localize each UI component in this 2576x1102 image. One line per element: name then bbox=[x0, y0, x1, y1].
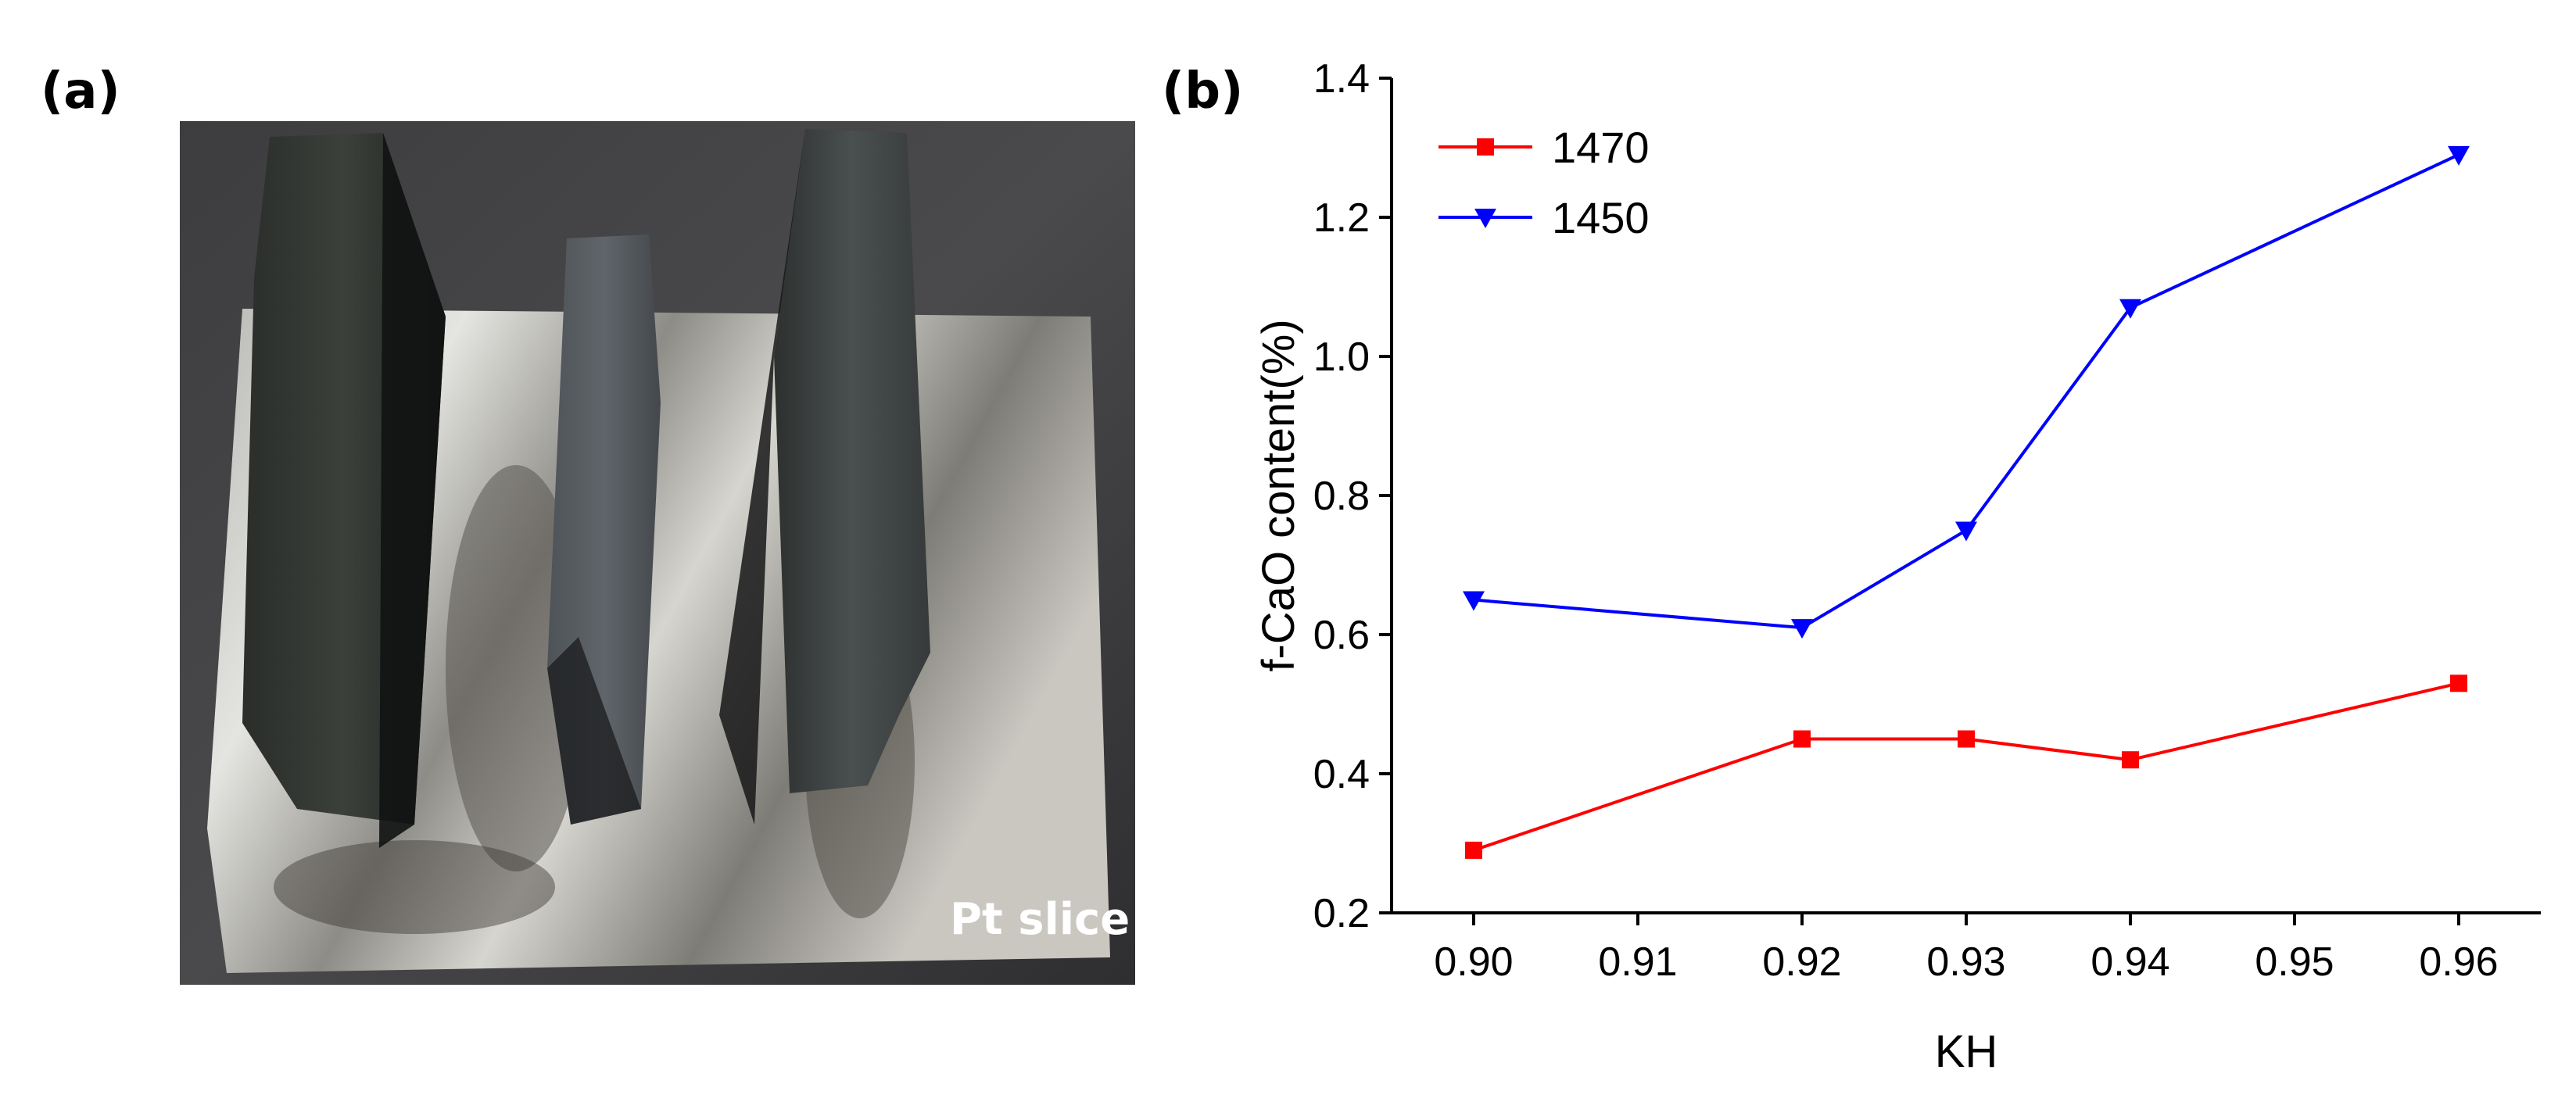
photo-caption: Pt slice bbox=[950, 894, 1130, 945]
y-tick-label: 0.2 bbox=[1313, 891, 1370, 936]
data-point-1450 bbox=[1791, 619, 1813, 639]
y-tick-label: 1.2 bbox=[1313, 195, 1370, 241]
x-tick-label: 0.94 bbox=[2091, 939, 2169, 985]
data-point-1450 bbox=[2448, 145, 2470, 166]
fcao-line-chart: 0.20.40.60.81.01.21.4 0.90 0.91 0.92 0.93 0.… bbox=[1253, 56, 2541, 1077]
x-tick-label: 0.96 bbox=[2419, 939, 2498, 985]
y-tick-label: 1.0 bbox=[1313, 335, 1370, 380]
legend-label-1470: 1470 bbox=[1552, 123, 1650, 172]
data-point-1450 bbox=[2119, 299, 2141, 319]
y-tick-label: 0.8 bbox=[1313, 474, 1370, 519]
x-axis-title: KH bbox=[1935, 1026, 1998, 1077]
y-ticks: 0.2 0.4 0.6 0.8 1.0 1.2 1.4 bbox=[1313, 56, 1392, 936]
data-point-1470 bbox=[1465, 841, 1482, 859]
series-1470 bbox=[1465, 674, 2467, 859]
x-tick-label: 0.95 bbox=[2255, 939, 2334, 985]
legend-marker-1470 bbox=[1477, 138, 1494, 156]
data-point-1450 bbox=[1463, 591, 1485, 611]
data-point-1470 bbox=[1958, 730, 1975, 748]
x-tick-label: 0.92 bbox=[1762, 939, 1841, 985]
legend: 1470 1450 bbox=[1438, 123, 1650, 242]
data-point-1450 bbox=[1955, 521, 1977, 542]
legend-marker-1450 bbox=[1474, 209, 1496, 228]
y-axis-title: f-CaO content(%) bbox=[1253, 319, 1304, 671]
pt-slice-photo: Pt slice bbox=[180, 121, 1135, 985]
series-layer bbox=[1463, 145, 2470, 859]
series-line-1470 bbox=[1473, 682, 2460, 852]
panel-b-label: (b) bbox=[1162, 63, 1244, 120]
y-tick-label: 0.4 bbox=[1313, 752, 1370, 797]
x-ticks: 0.90 0.91 0.92 0.93 0.94 0.95 0.96 bbox=[1434, 913, 2499, 985]
y-tick-label: 1.4 bbox=[1313, 56, 1370, 102]
legend-label-1450: 1450 bbox=[1552, 193, 1650, 242]
series-1450 bbox=[1463, 145, 2470, 639]
x-tick-label: 0.93 bbox=[1926, 939, 2005, 985]
x-tick-label: 0.90 bbox=[1434, 939, 1513, 985]
data-point-1470 bbox=[2122, 751, 2139, 769]
data-point-1470 bbox=[1793, 730, 1811, 748]
data-point-1470 bbox=[2450, 674, 2467, 692]
y-tick-label: 0.6 bbox=[1313, 613, 1370, 658]
panel-a-label: (a) bbox=[41, 63, 120, 120]
x-tick-label: 0.91 bbox=[1598, 939, 1677, 985]
